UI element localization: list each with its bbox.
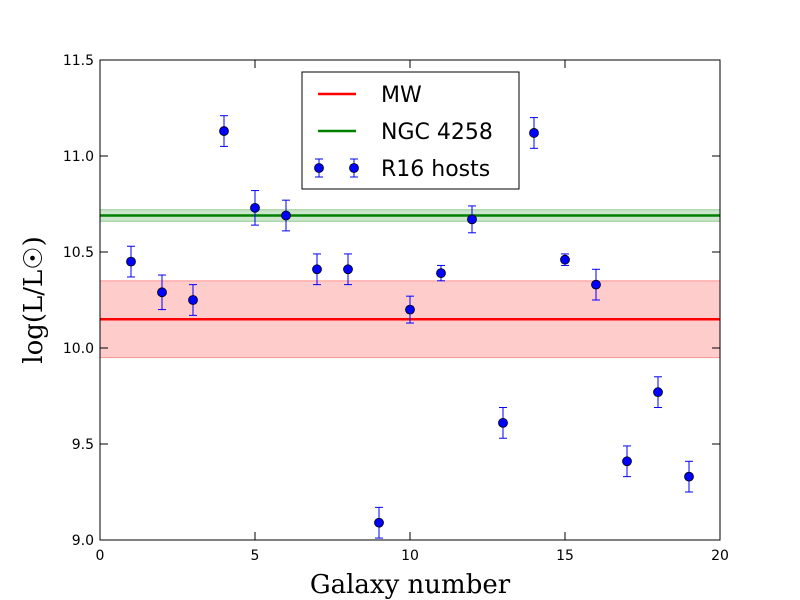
- data-point-16: [591, 268, 601, 301]
- marker: [591, 279, 601, 290]
- marker: [126, 256, 136, 267]
- legend-marker: [349, 163, 359, 173]
- legend-entry-ngc-4258: NGC 4258: [318, 120, 493, 145]
- data-point-10: [405, 295, 415, 324]
- marker: [157, 287, 167, 298]
- data-point-5: [250, 190, 260, 226]
- y-tick-label: 9.5: [72, 437, 94, 453]
- marker: [684, 471, 694, 482]
- marker: [343, 264, 353, 275]
- legend-label: NGC 4258: [381, 120, 493, 145]
- legend-marker: [314, 163, 324, 173]
- marker: [374, 517, 384, 528]
- legend-entry-r16-hosts: R16 hosts: [314, 157, 490, 182]
- data-point-18: [653, 376, 663, 409]
- marker: [436, 268, 446, 279]
- legend-label: MW: [381, 83, 422, 108]
- data-point-15: [560, 253, 570, 266]
- marker: [312, 264, 322, 275]
- marker: [405, 304, 415, 315]
- x-tick-label: 15: [556, 548, 574, 564]
- data-point-3: [188, 284, 198, 316]
- data-point-8: [343, 253, 353, 286]
- x-axis-label: Galaxy number: [310, 570, 511, 600]
- marker: [622, 456, 632, 467]
- marker: [281, 210, 291, 221]
- marker: [653, 387, 663, 398]
- marker: [560, 254, 570, 265]
- reference-bands: [99, 209, 721, 359]
- data-point-9: [374, 506, 384, 539]
- y-tick-label: 11.0: [63, 149, 94, 165]
- data-point-6: [281, 199, 291, 232]
- data-point-17: [622, 445, 632, 478]
- data-point-4: [219, 115, 229, 147]
- y-tick-label: 10.5: [63, 245, 94, 261]
- data-point-7: [312, 253, 322, 286]
- marker: [188, 295, 198, 305]
- x-tick-label: 10: [401, 548, 419, 564]
- data-point-13: [498, 407, 508, 439]
- x-tick-label: 5: [251, 548, 260, 564]
- y-tick-label: 10.0: [63, 341, 94, 357]
- data-point-19: [684, 460, 694, 493]
- data-point-12: [467, 205, 477, 234]
- legend: MW NGC 4258 R16 hosts: [301, 71, 520, 190]
- axis-ticks: 0 5 10 15 20 9.0 9.5 10.0 10.5 11.0 11.5: [63, 53, 729, 564]
- data-point-1: [126, 245, 136, 278]
- legend-label: R16 hosts: [381, 157, 490, 182]
- x-tick-label: 20: [711, 548, 729, 564]
- x-tick-label: 0: [96, 548, 105, 564]
- y-tick-label: 9.0: [72, 533, 94, 549]
- data-point-11: [436, 264, 446, 282]
- marker: [467, 214, 477, 225]
- marker: [219, 126, 229, 136]
- marker: [250, 202, 260, 213]
- data-point-14: [529, 117, 539, 149]
- y-tick-label: 11.5: [63, 53, 94, 69]
- y-axis-label: log(L/L☉): [19, 236, 49, 364]
- marker: [529, 128, 539, 138]
- marker: [498, 417, 508, 428]
- legend-entry-mw: MW: [318, 83, 422, 108]
- data-points: [126, 115, 694, 539]
- data-point-2: [157, 274, 167, 311]
